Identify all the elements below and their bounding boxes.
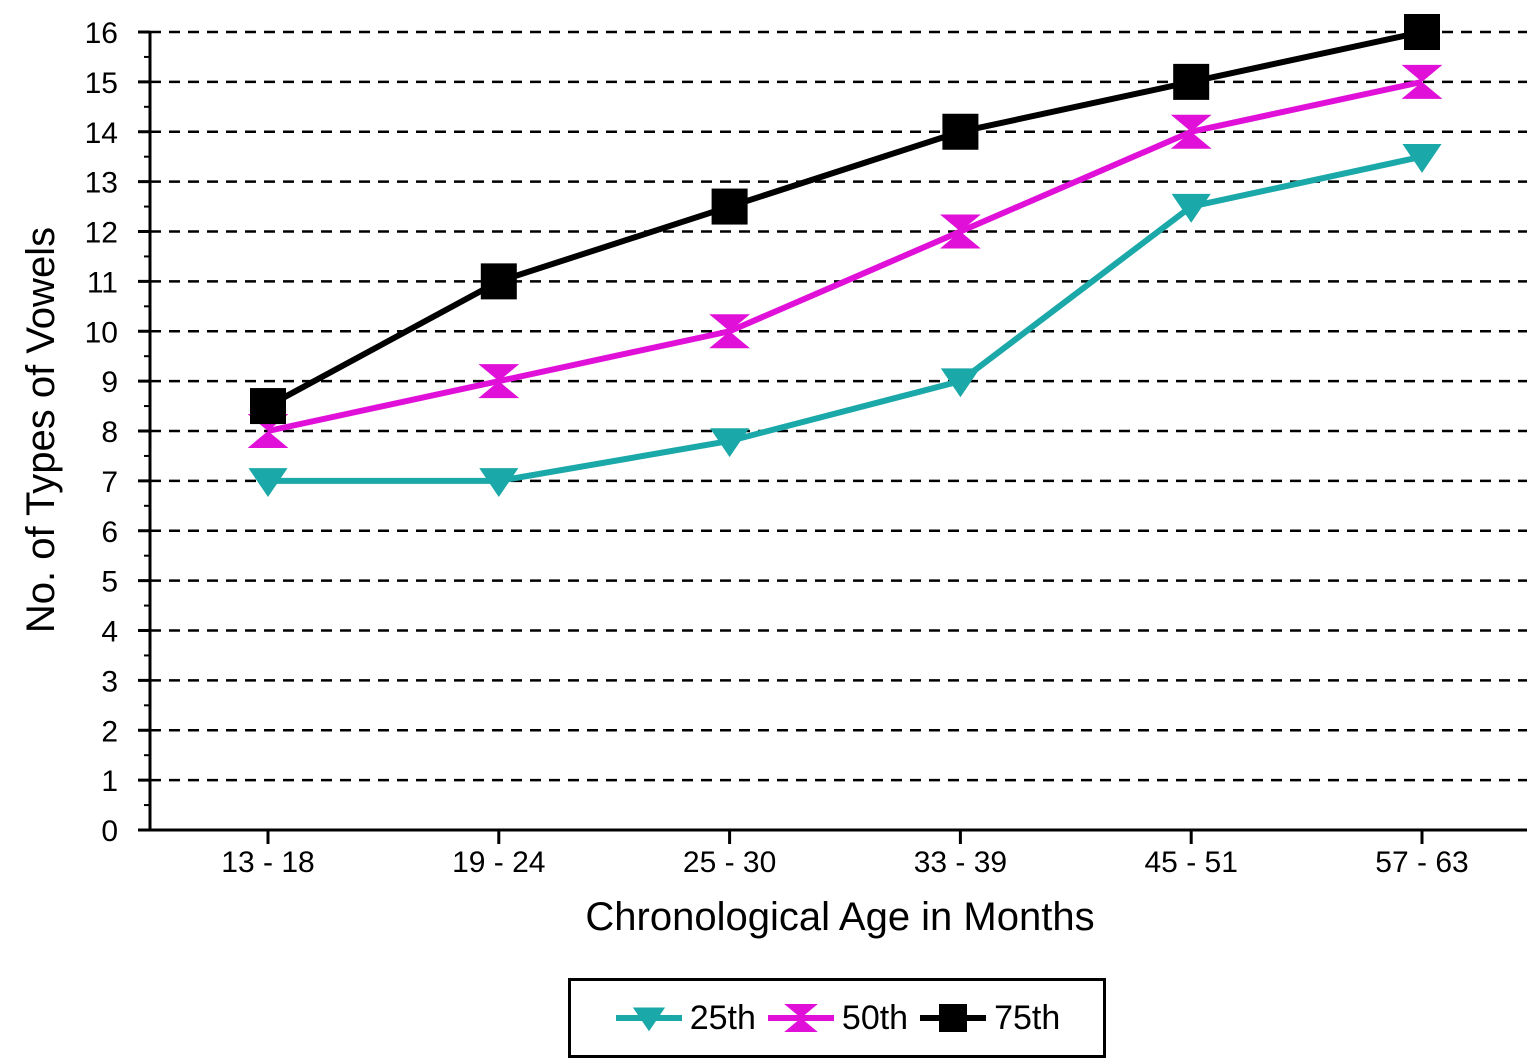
grid-lines <box>150 30 1527 782</box>
series-75th <box>250 14 1440 425</box>
y-tick-label: 6 <box>101 516 118 549</box>
data-point <box>1404 14 1440 50</box>
x-axis-title: Chronological Age in Months <box>585 895 1094 939</box>
series-25th <box>248 143 1442 498</box>
data-point <box>940 368 980 398</box>
y-tick-label: 4 <box>101 616 118 649</box>
y-tick-label: 3 <box>101 665 118 698</box>
y-tick-label: 1 <box>101 765 118 798</box>
series-50th <box>247 64 1443 448</box>
data-point <box>1401 64 1443 99</box>
legend-item: 50th <box>766 998 908 1038</box>
y-axis-title: No. of Types of Vowels <box>19 227 63 633</box>
y-tick-label: 5 <box>101 566 118 599</box>
data-point <box>1171 193 1211 223</box>
y-tick-label: 13 <box>85 167 118 200</box>
y-tick-label: 0 <box>101 815 118 848</box>
data-point <box>247 414 289 448</box>
data-point <box>942 113 979 150</box>
y-tick-label: 8 <box>101 416 118 449</box>
y-tick-label: 10 <box>85 316 118 349</box>
legend: 25th 50th 75th <box>568 978 1106 1058</box>
legend-swatch <box>615 1007 682 1032</box>
series-line <box>268 153 1423 484</box>
legend-label: 75th <box>994 998 1061 1037</box>
legend-swatch <box>767 1004 834 1032</box>
data-point <box>940 214 981 249</box>
legend-item: 25th <box>614 998 756 1038</box>
y-tick-label: 14 <box>85 117 118 150</box>
y-tick-label: 12 <box>85 217 118 250</box>
series-line <box>266 29 1423 409</box>
y-tick-label: 11 <box>87 266 118 299</box>
legend-item: 75th <box>918 998 1060 1038</box>
legend-label: 25th <box>689 998 756 1037</box>
y-tick-label: 7 <box>101 466 118 499</box>
data-point <box>478 364 520 399</box>
data-point <box>709 314 750 349</box>
data-point <box>250 388 286 425</box>
series-group <box>247 14 1443 498</box>
legend-swatch-marker <box>939 1004 968 1032</box>
y-tick-label: 15 <box>85 67 118 100</box>
series-line <box>267 78 1423 434</box>
data-point <box>248 468 288 498</box>
x-axis-ticks: 13 - 18 19 - 24 25 - 30 33 - 39 45 - 51 57 - … <box>221 830 1469 879</box>
x-tick-label: 19 - 24 <box>452 846 545 879</box>
legend-swatch <box>920 1004 987 1032</box>
y-tick-label: 16 <box>85 17 118 50</box>
legend-swatch-marker <box>632 1007 665 1032</box>
data-point <box>1402 143 1442 173</box>
x-tick-label: 57 - 63 <box>1375 846 1468 879</box>
x-tick-label: 33 - 39 <box>914 846 1007 879</box>
data-point <box>1170 114 1212 149</box>
data-point <box>710 428 750 458</box>
data-point <box>480 263 517 300</box>
x-tick-label: 13 - 18 <box>221 846 314 879</box>
data-point <box>1173 63 1210 100</box>
y-tick-label: 2 <box>101 715 118 748</box>
data-point <box>479 468 519 498</box>
data-point <box>711 188 748 225</box>
x-tick-label: 45 - 51 <box>1144 846 1237 879</box>
x-tick-label: 25 - 30 <box>683 846 776 879</box>
y-tick-label: 9 <box>101 366 118 399</box>
legend-label: 50th <box>841 998 909 1037</box>
